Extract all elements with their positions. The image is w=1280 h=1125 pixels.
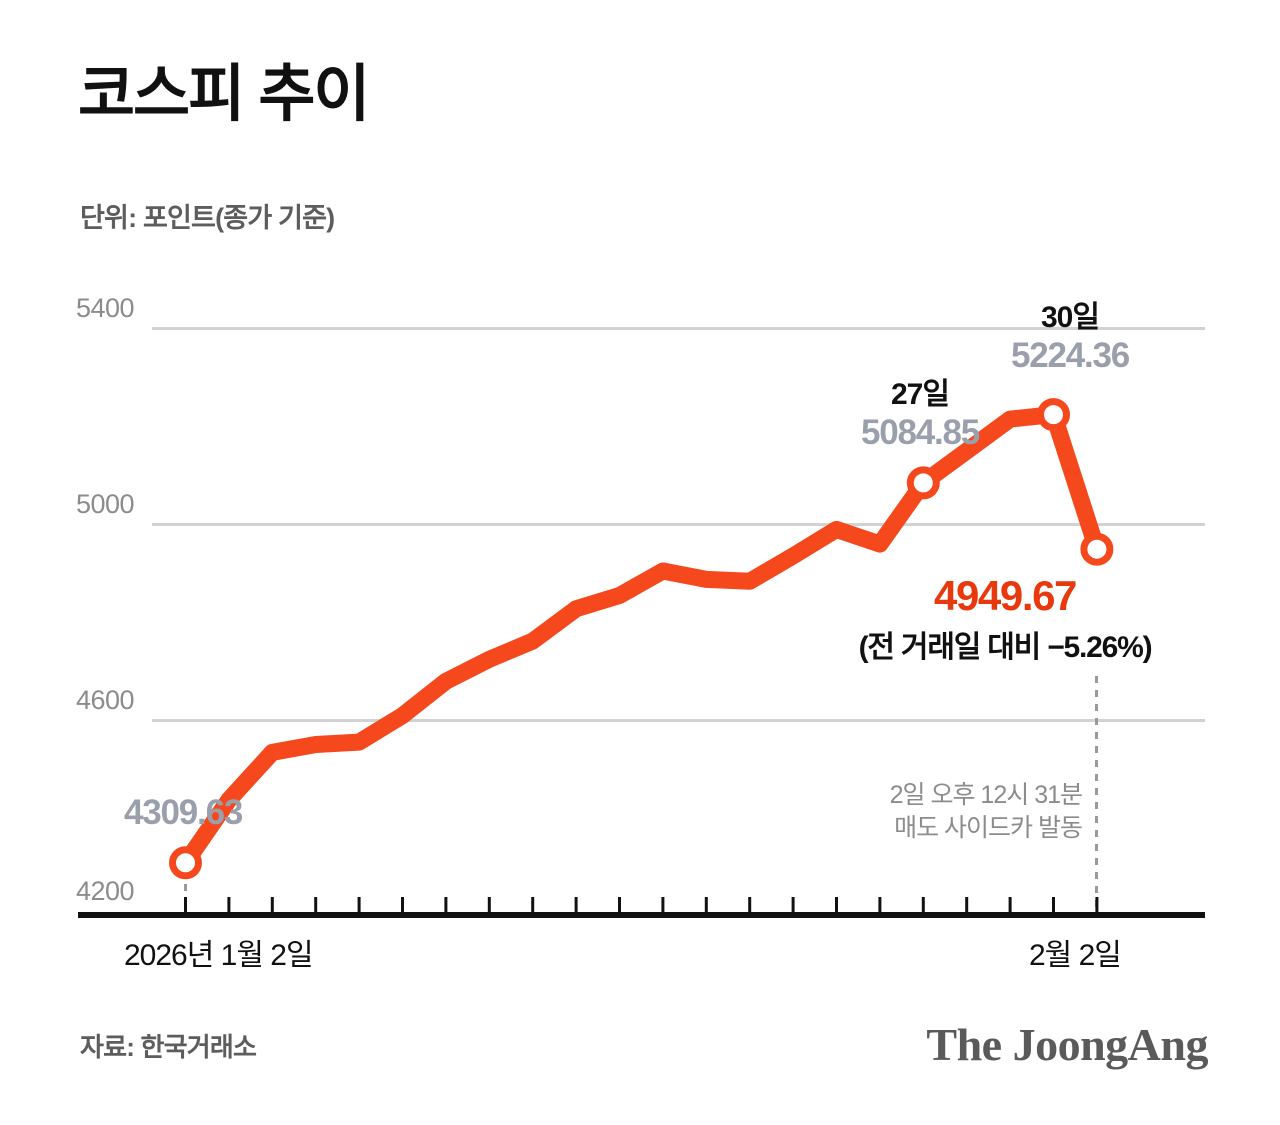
annotation-first-value: 4309.63 [124,793,243,832]
y-axis-tick-5400: 5400 [76,293,135,323]
data-point-marker [906,466,940,500]
annotation-day30-label: 30일 [1041,301,1100,334]
kospi-series-line [177,406,1106,872]
annotation-day27-label: 27일 [891,378,950,411]
annotation-day30-value: 5224.36 [1010,336,1130,376]
x-axis-label-end: 2월 2일 [1029,939,1122,972]
publisher-logo: The JoongAng [926,1019,1208,1070]
annotation-sidecar-event: 2일 오후 12시 31분 매도 사이드카 발동 [740,779,1083,845]
series-markers [169,398,1114,880]
y-axis-tick-4200: 4200 [76,876,135,906]
chart-unit-subtitle: 단위: 포인트(종가 기준) [80,203,335,233]
annotation-day30: 30일 5224.36 [920,300,1220,377]
gridlines [152,327,1205,722]
page-title: 코스피 추이 [78,60,370,129]
x-axis-label-start: 2026년 1월 2일 [124,939,314,972]
annotation-day27-value: 5084.85 [860,413,980,453]
source-credit: 자료: 한국거래소 [80,1032,257,1062]
data-point-marker [169,846,202,880]
data-point-marker [1037,398,1070,432]
annotation-day27: 27일 5084.85 [770,377,1070,454]
y-axis-tick-5000: 5000 [76,489,135,519]
annotation-last-change: (전 거래일 대비 −5.26%) [858,631,1153,664]
data-point-marker [1080,532,1114,566]
x-axis-ticks [184,897,1099,913]
annotation-sidecar-line1: 2일 오후 12시 31분 [889,781,1083,809]
annotation-last-value: 4949.67 [933,572,1077,619]
y-axis-tick-4600: 4600 [76,685,135,715]
annotation-sidecar-line2: 매도 사이드카 발동 [894,814,1083,842]
